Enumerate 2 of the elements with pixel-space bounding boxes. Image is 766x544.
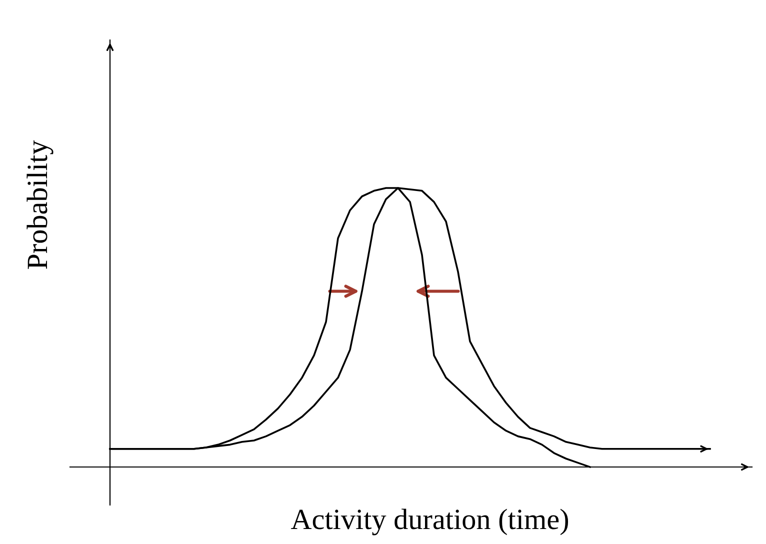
x-axis-title: Activity duration (time) [290,508,568,536]
y-axis-title: Probability [26,140,54,269]
